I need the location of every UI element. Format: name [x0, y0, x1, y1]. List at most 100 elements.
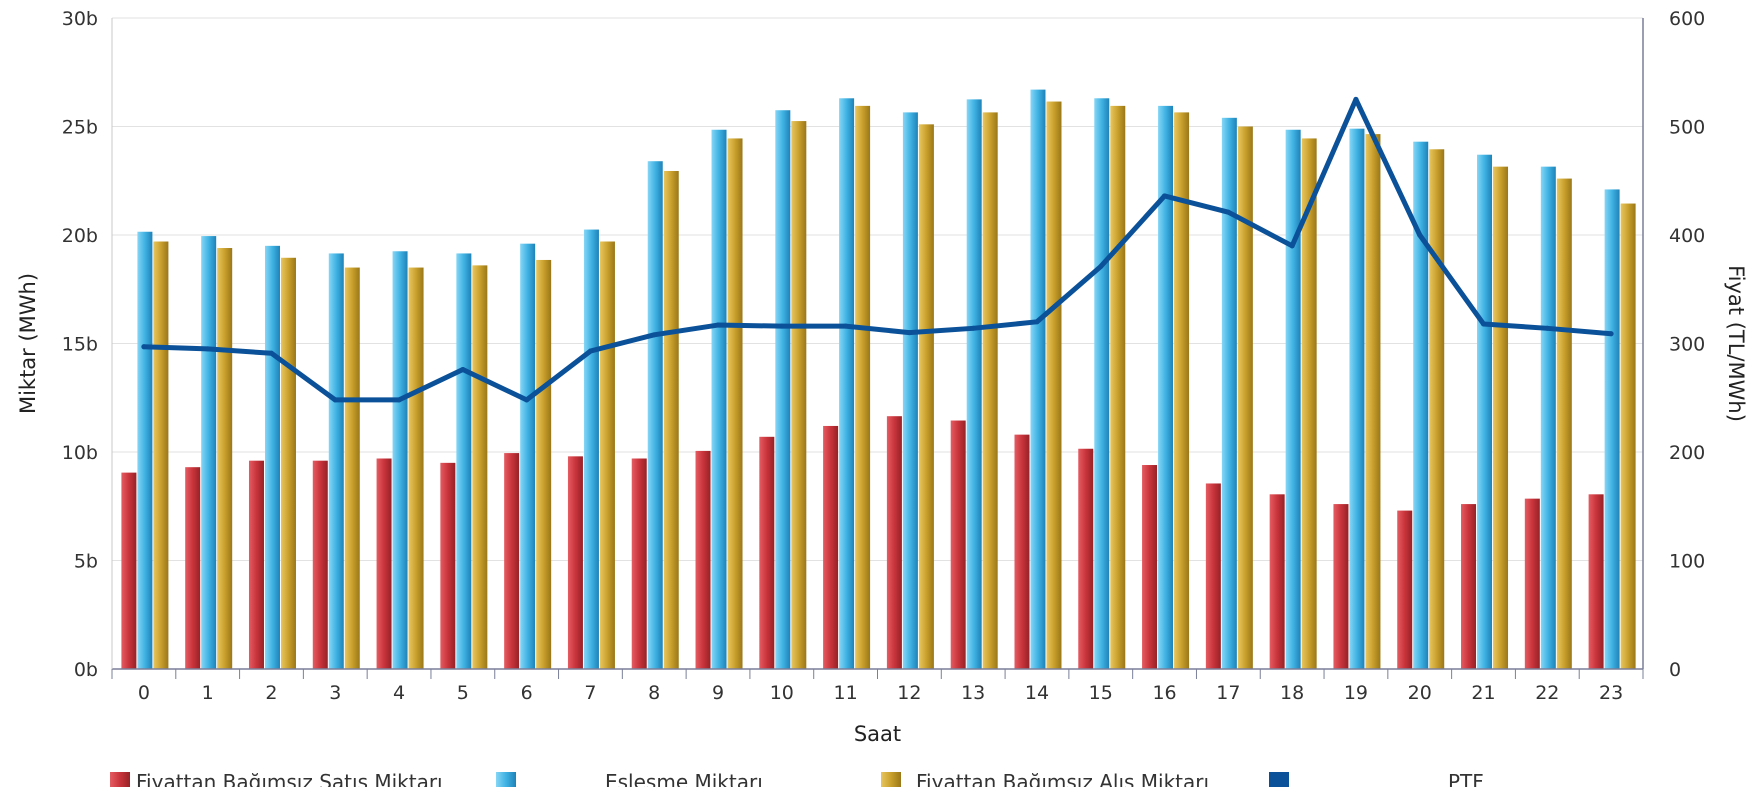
bar-satis[interactable]: [1014, 434, 1030, 669]
bar-satis[interactable]: [759, 436, 775, 669]
bar-alis[interactable]: [1174, 112, 1190, 669]
bar-eslesme[interactable]: [711, 129, 727, 669]
ptf-point[interactable]: [906, 330, 912, 336]
bar-eslesme[interactable]: [201, 236, 217, 669]
ptf-point[interactable]: [524, 397, 530, 403]
ptf-point[interactable]: [651, 332, 657, 338]
bar-satis[interactable]: [121, 472, 137, 669]
bar-satis[interactable]: [695, 450, 711, 669]
bar-satis[interactable]: [248, 460, 264, 669]
bar-eslesme[interactable]: [1540, 166, 1556, 669]
bar-alis[interactable]: [217, 248, 233, 669]
bar-alis[interactable]: [1429, 149, 1445, 669]
bar-alis[interactable]: [1365, 134, 1381, 670]
bar-satis[interactable]: [1078, 448, 1094, 669]
bar-eslesme[interactable]: [775, 110, 791, 670]
bar-satis[interactable]: [1461, 504, 1477, 669]
bar-satis[interactable]: [376, 458, 392, 669]
ptf-point[interactable]: [1608, 331, 1614, 337]
legend-item[interactable]: Fiyattan Bağımsız Satış Miktarı: [110, 770, 443, 787]
bar-eslesme[interactable]: [1477, 154, 1493, 669]
bar-eslesme[interactable]: [456, 253, 472, 669]
ptf-point[interactable]: [1481, 321, 1487, 327]
bar-alis[interactable]: [1301, 138, 1317, 669]
ptf-point[interactable]: [843, 323, 849, 329]
legend-item[interactable]: Eşleşme Miktarı: [496, 770, 763, 787]
legend-item[interactable]: Fiyattan Bağımsız Alış Miktarı: [881, 770, 1209, 787]
ptf-point[interactable]: [268, 350, 274, 356]
ptf-point[interactable]: [1417, 232, 1423, 238]
bar-eslesme[interactable]: [647, 161, 663, 669]
bar-eslesme[interactable]: [520, 243, 536, 669]
ptf-point[interactable]: [396, 397, 402, 403]
bar-alis[interactable]: [1046, 101, 1062, 670]
bar-alis[interactable]: [727, 138, 743, 669]
bar-alis[interactable]: [982, 112, 998, 669]
bar-alis[interactable]: [1556, 178, 1572, 669]
bar-eslesme[interactable]: [392, 251, 408, 669]
bar-alis[interactable]: [153, 241, 169, 669]
ptf-point[interactable]: [779, 323, 785, 329]
bar-eslesme[interactable]: [1094, 98, 1110, 670]
bar-eslesme[interactable]: [1413, 141, 1429, 669]
bar-eslesme[interactable]: [583, 229, 599, 669]
bar-alis[interactable]: [1620, 203, 1636, 670]
bar-alis[interactable]: [280, 257, 296, 669]
bar-satis[interactable]: [1588, 494, 1604, 669]
bar-alis[interactable]: [663, 170, 679, 670]
bar-satis[interactable]: [504, 453, 520, 669]
bar-eslesme[interactable]: [1604, 189, 1620, 669]
bar-satis[interactable]: [312, 460, 328, 669]
bar-eslesme[interactable]: [264, 245, 280, 669]
ptf-point[interactable]: [715, 322, 721, 328]
bar-eslesme[interactable]: [328, 253, 344, 669]
ptf-point[interactable]: [970, 325, 976, 331]
bar-alis[interactable]: [536, 259, 552, 669]
bar-alis[interactable]: [791, 121, 807, 669]
ptf-point[interactable]: [332, 397, 338, 403]
ptf-point[interactable]: [1162, 193, 1168, 199]
bar-satis[interactable]: [1269, 494, 1285, 669]
bar-satis[interactable]: [1205, 483, 1221, 669]
bar-satis[interactable]: [567, 456, 583, 669]
bar-satis[interactable]: [950, 420, 966, 669]
ptf-point[interactable]: [1098, 263, 1104, 269]
bar-satis[interactable]: [185, 467, 201, 669]
ptf-point[interactable]: [141, 344, 147, 350]
bar-satis[interactable]: [886, 416, 902, 669]
ptf-point[interactable]: [1544, 325, 1550, 331]
bar-eslesme[interactable]: [1030, 89, 1046, 670]
bar-satis[interactable]: [631, 458, 647, 669]
bar-satis[interactable]: [1524, 498, 1540, 669]
bar-alis[interactable]: [1237, 126, 1253, 670]
ptf-point[interactable]: [587, 348, 593, 354]
ptf-point[interactable]: [1353, 96, 1359, 102]
bar-alis[interactable]: [472, 265, 488, 669]
bar-alis[interactable]: [599, 241, 615, 669]
ptf-line[interactable]: [141, 96, 1614, 403]
bar-eslesme[interactable]: [966, 99, 982, 670]
bar-satis[interactable]: [1397, 510, 1413, 669]
bar-eslesme[interactable]: [1285, 129, 1301, 669]
bar-satis[interactable]: [1333, 504, 1349, 669]
ptf-point[interactable]: [1289, 243, 1295, 249]
bar-alis[interactable]: [1110, 105, 1126, 669]
legend-item[interactable]: PTF: [1269, 770, 1484, 787]
bar-alis[interactable]: [855, 105, 871, 669]
bar-satis[interactable]: [1142, 465, 1158, 669]
ptf-point[interactable]: [1225, 209, 1231, 215]
bar-eslesme[interactable]: [839, 98, 855, 670]
bar-eslesme[interactable]: [137, 231, 153, 669]
ptf-point[interactable]: [460, 367, 466, 373]
bar-satis[interactable]: [440, 462, 456, 669]
bar-eslesme[interactable]: [902, 112, 918, 669]
bar-eslesme[interactable]: [1349, 128, 1365, 670]
bar-alis[interactable]: [1493, 166, 1509, 669]
bar-alis[interactable]: [918, 124, 934, 669]
bar-eslesme[interactable]: [1158, 105, 1174, 669]
bar-eslesme[interactable]: [1221, 117, 1237, 669]
bar-alis[interactable]: [344, 267, 360, 669]
ptf-point[interactable]: [205, 346, 211, 352]
ptf-point[interactable]: [1034, 319, 1040, 325]
bar-satis[interactable]: [823, 425, 839, 669]
